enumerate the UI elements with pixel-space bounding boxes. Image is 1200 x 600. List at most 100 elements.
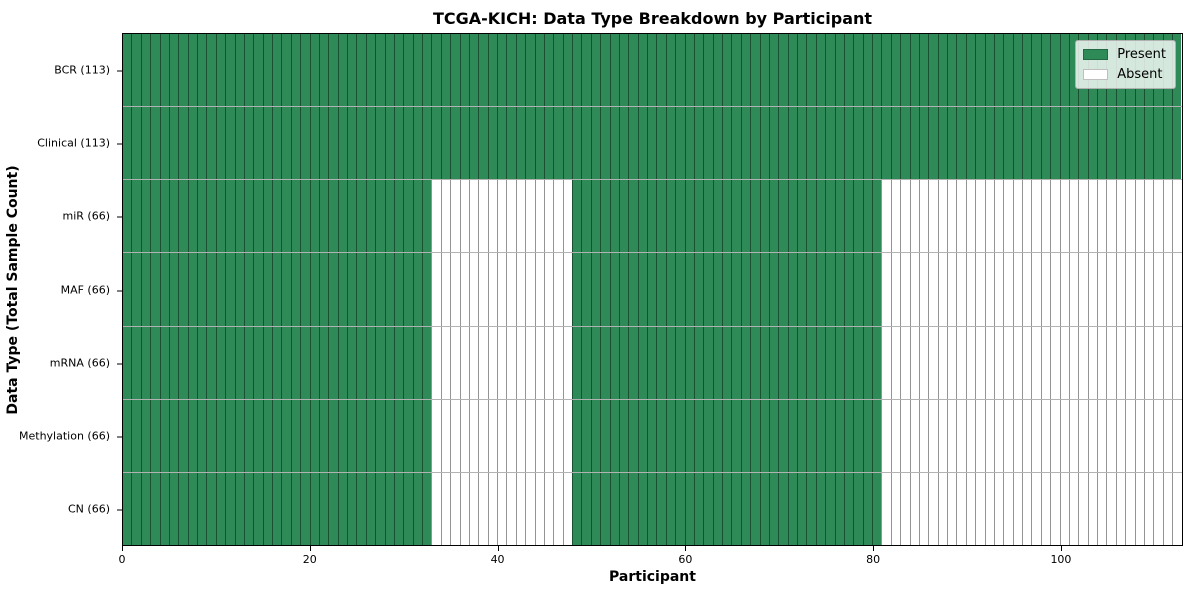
heatmap-cell: [497, 399, 507, 472]
heatmap-cell: [225, 399, 235, 472]
heatmap-cell: [234, 180, 244, 253]
heatmap-cell: [759, 180, 769, 253]
heatmap-cell: [187, 107, 197, 180]
heatmap-cell: [618, 253, 629, 326]
heatmap-cell: [403, 180, 413, 253]
heatmap-cell: [1172, 399, 1182, 472]
heatmap-cell: [497, 326, 507, 399]
heatmap-cell: [731, 180, 741, 253]
heatmap-cell: [609, 472, 619, 545]
y-tick-mark: [117, 509, 122, 511]
heatmap-cell: [553, 253, 563, 326]
heatmap-cell: [675, 472, 685, 545]
heatmap-cell: [225, 34, 235, 107]
heatmap-cell: [872, 399, 882, 472]
heatmap-cell: [815, 180, 826, 253]
heatmap-cell: [328, 472, 338, 545]
heatmap-cell: [347, 180, 357, 253]
heatmap-cell: [543, 107, 554, 180]
heatmap-cell: [1143, 472, 1154, 545]
heatmap-cell: [290, 253, 301, 326]
heatmap-cell: [797, 253, 807, 326]
heatmap-cell: [703, 399, 713, 472]
heatmap-cell: [1068, 180, 1079, 253]
heatmap-cell: [468, 253, 479, 326]
heatmap-cell: [647, 472, 657, 545]
heatmap-cell: [806, 472, 816, 545]
heatmap-cell: [656, 107, 666, 180]
heatmap-cell: [600, 107, 610, 180]
heatmap-cell: [797, 399, 807, 472]
heatmap-cell: [431, 107, 441, 180]
heatmap-cell: [965, 326, 976, 399]
heatmap-cell: [993, 326, 1004, 399]
heatmap-cell: [797, 107, 807, 180]
heatmap-cell: [553, 326, 563, 399]
heatmap-cell: [412, 472, 422, 545]
heatmap-cell: [1125, 253, 1135, 326]
heatmap-cell: [375, 326, 385, 399]
heatmap-cell: [647, 253, 657, 326]
heatmap-cell: [806, 107, 816, 180]
heatmap-cell: [1022, 326, 1032, 399]
heatmap-cell: [1012, 326, 1022, 399]
heatmap-cell: [272, 472, 282, 545]
heatmap-cell: [440, 34, 451, 107]
heatmap-cell: [140, 180, 151, 253]
heatmap-cell: [825, 399, 835, 472]
y-tick-label-MAF: MAF (66): [60, 283, 110, 296]
x-tick-mark: [122, 546, 123, 551]
heatmap-cell: [937, 180, 947, 253]
heatmap-cell: [881, 472, 891, 545]
heatmap-cell: [300, 34, 310, 107]
heatmap-cell: [497, 472, 507, 545]
heatmap-cell: [478, 326, 488, 399]
heatmap-cell: [347, 326, 357, 399]
heatmap-cell: [759, 34, 769, 107]
heatmap-cell: [487, 180, 497, 253]
heatmap-cell: [722, 180, 732, 253]
heatmap-cell: [1134, 326, 1144, 399]
heatmap-cell: [1022, 472, 1032, 545]
heatmap-cell: [178, 399, 188, 472]
heatmap-cell: [731, 399, 741, 472]
heatmap-cell: [431, 34, 441, 107]
heatmap-row-Methylation: [123, 398, 1182, 472]
heatmap-cell: [375, 180, 385, 253]
heatmap-cell: [1040, 472, 1051, 545]
heatmap-cell: [215, 253, 226, 326]
heatmap-cell: [253, 472, 263, 545]
heatmap-cell: [150, 107, 160, 180]
heatmap-cell: [759, 472, 769, 545]
heatmap-cell: [234, 472, 244, 545]
heatmap-cell: [656, 180, 666, 253]
heatmap-cell: [553, 399, 563, 472]
chart-title: TCGA-KICH: Data Type Breakdown by Partic…: [432, 9, 873, 28]
heatmap-cell: [665, 326, 676, 399]
x-tick-mark: [873, 546, 875, 551]
heatmap-cell: [403, 472, 413, 545]
heatmap-cell: [384, 34, 394, 107]
heatmap-cell: [918, 326, 929, 399]
x-tick-label-0: 0: [118, 553, 126, 566]
heatmap-cell: [168, 34, 179, 107]
heatmap-cell: [393, 399, 404, 472]
heatmap-cell: [1172, 472, 1182, 545]
heatmap-cell: [1097, 472, 1107, 545]
heatmap-cell: [918, 399, 929, 472]
heatmap-cell: [168, 253, 179, 326]
heatmap-cell: [1087, 107, 1097, 180]
heatmap-cell: [243, 326, 254, 399]
legend-item-absent: Absent: [1083, 67, 1166, 82]
heatmap-cell: [123, 180, 132, 253]
heatmap-cell: [1162, 399, 1172, 472]
heatmap-cell: [534, 399, 544, 472]
heatmap-cell: [384, 399, 394, 472]
heatmap-cell: [1115, 326, 1126, 399]
heatmap-cell: [309, 253, 319, 326]
heatmap-cell: [947, 399, 957, 472]
heatmap-cell: [1040, 253, 1051, 326]
heatmap-cell: [234, 107, 244, 180]
heatmap-cell: [975, 107, 985, 180]
heatmap-cell: [1125, 472, 1135, 545]
